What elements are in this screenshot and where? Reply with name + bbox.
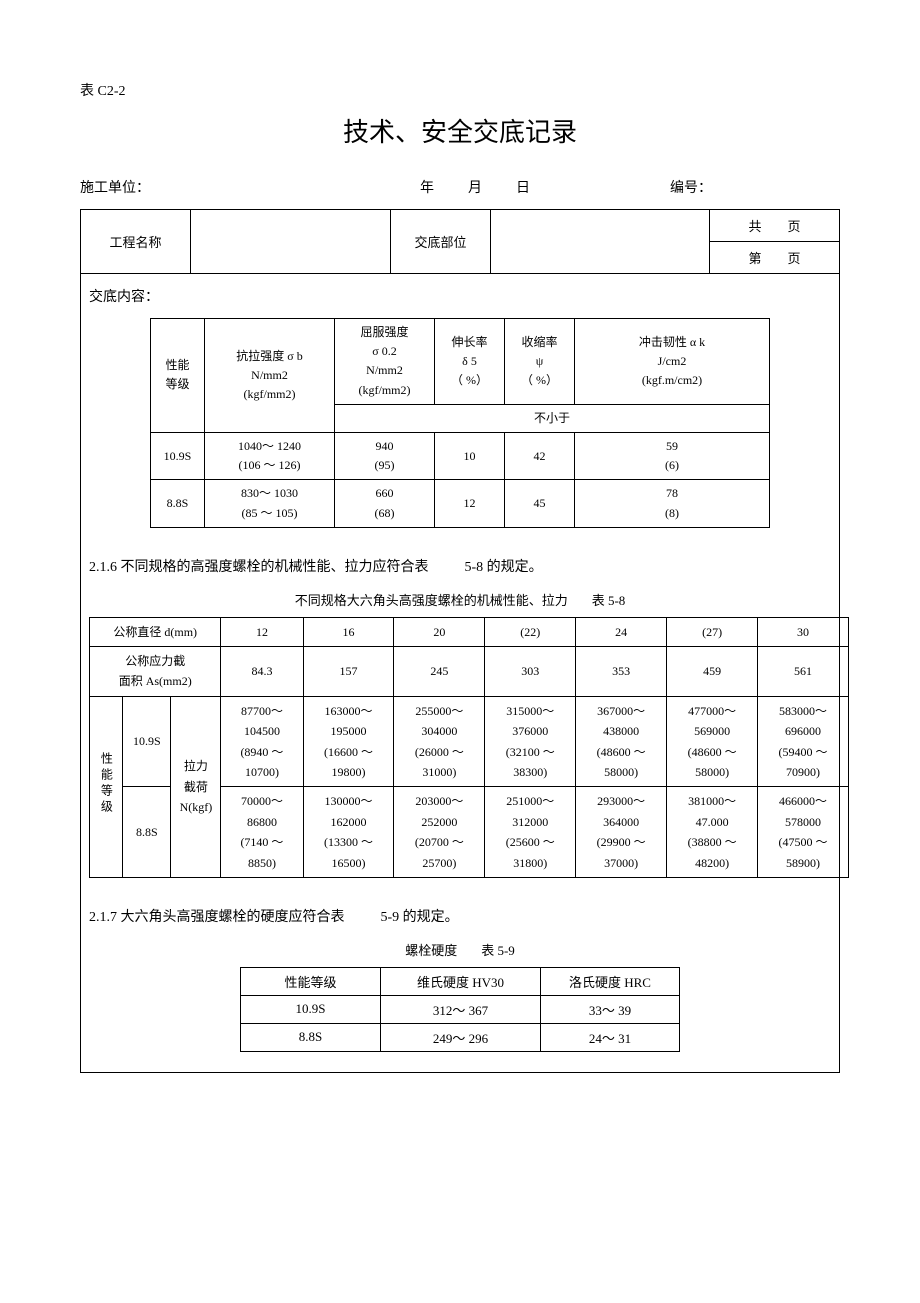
t2-r2-v4: 353: [576, 647, 667, 697]
header-table: 工程名称 交底部位 共 页 第 页: [80, 209, 840, 274]
t2-row0-v6: 583000～696000(59400 ～70900): [758, 696, 849, 787]
table-5-9: 性能等级 维氏硬度 HV30 洛氏硬度 HRC 10.9S 312～ 367 3…: [240, 967, 680, 1052]
t2-r1-label: 公称直径 d(mm): [90, 617, 221, 646]
t2-row1-v3: 251000～312000(25600 ～31800): [485, 787, 576, 878]
t2-row0-g: 10.9S: [123, 696, 171, 787]
para-216: 2.1.6 不同规格的高强度螺栓的机械性能、拉力应符合表5-8 的规定。: [89, 556, 831, 576]
t3-r1-2: 24～ 31: [541, 1023, 680, 1051]
t1-col-shrink: 收缩率ψ（ %）: [505, 319, 575, 405]
t2-row0-v4: 367000～438000(48600 ～58000): [576, 696, 667, 787]
t2-row0-v1: 163000～195000(16600 ～19800): [303, 696, 394, 787]
t2-r1-v2: 20: [394, 617, 485, 646]
t2-row1-v2: 203000～252000(20700 ～25700): [394, 787, 485, 878]
t2-r2-v6: 561: [758, 647, 849, 697]
t2-side-load: 拉力截荷N(kgf): [171, 696, 221, 877]
table-5-8: 公称直径 d(mm) 12 16 20 (22) 24 (27) 30 公称应力…: [89, 617, 849, 878]
t1-r1-grade: 8.8S: [151, 480, 205, 527]
serial-field: 编号：: [670, 177, 840, 197]
project-name-value: [191, 210, 391, 274]
t1-r1-yield: 660(68): [335, 480, 435, 527]
t1-col-tensile: 抗拉强度 σ bN/mm2(kgf/mm2): [205, 319, 335, 433]
t1-r0-shrink: 42: [505, 432, 575, 479]
t2-r2-v5: 459: [667, 647, 758, 697]
t1-col-yield: 屈服强度σ 0.2N/mm2(kgf/mm2): [335, 319, 435, 405]
t3-r0-1: 312～ 367: [381, 995, 541, 1023]
t1-r0-tensile: 1040～ 1240(106 ～ 126): [205, 432, 335, 479]
t2-r1-v0: 12: [221, 617, 303, 646]
project-name-label: 工程名称: [81, 210, 191, 274]
t1-col-elong: 伸长率δ 5（ %）: [435, 319, 505, 405]
t2-row1-v5: 381000～47.000(38800 ～48200): [667, 787, 758, 878]
info-row: 施工单位： 年 月 日 编号：: [80, 177, 840, 197]
t1-subhead: 不小于: [335, 404, 770, 432]
t2-row1-v4: 293000～364000(29900 ～37000): [576, 787, 667, 878]
para-217: 2.1.7 大六角头高强度螺栓的硬度应符合表5-9 的规定。: [89, 906, 831, 926]
t1-r1-shrink: 45: [505, 480, 575, 527]
t2-r2-v2: 245: [394, 647, 485, 697]
t1-r0-yield: 940(95): [335, 432, 435, 479]
t3-h1: 维氏硬度 HV30: [381, 967, 541, 995]
t2-row1-v6: 466000～578000(47500 ～58900): [758, 787, 849, 878]
t2-row1-v1: 130000～162000(13300 ～16500): [303, 787, 394, 878]
t2-r1-v3: (22): [485, 617, 576, 646]
t2-r1-v6: 30: [758, 617, 849, 646]
date-field: 年 月 日: [420, 177, 670, 197]
section-label: 交底部位: [391, 210, 491, 274]
t2-r1-v5: (27): [667, 617, 758, 646]
t1-r0-grade: 10.9S: [151, 432, 205, 479]
t3-r1-0: 8.8S: [241, 1023, 381, 1051]
pages-current: 第 页: [710, 242, 840, 274]
t3-r1-1: 249～ 296: [381, 1023, 541, 1051]
t3-h2: 洛氏硬度 HRC: [541, 967, 680, 995]
t2-side-grade: 性能等级: [96, 752, 116, 816]
table-5-7: 性能等级 抗拉强度 σ bN/mm2(kgf/mm2) 屈服强度σ 0.2N/m…: [150, 318, 770, 528]
construction-unit: 施工单位：: [80, 177, 420, 197]
t1-r0-elong: 10: [435, 432, 505, 479]
t1-r1-elong: 12: [435, 480, 505, 527]
t1-r0-impact: 59(6): [575, 432, 770, 479]
section-value: [491, 210, 710, 274]
t2-r2-v1: 157: [303, 647, 394, 697]
t2-row0-v0: 87700～104500(8940 ～10700): [221, 696, 303, 787]
content-label: 交底内容：: [89, 286, 831, 306]
pages-total: 共 页: [710, 210, 840, 242]
t2-row0-v3: 315000～376000(32100 ～38300): [485, 696, 576, 787]
t2-r2-label: 公称应力截面积 As(mm2): [90, 647, 221, 697]
t2-row1-v0: 70000～86800(7140 ～8850): [221, 787, 303, 878]
subtitle-59: 螺栓硬度表 5-9: [89, 940, 831, 959]
t1-r1-impact: 78(8): [575, 480, 770, 527]
t2-r1-v4: 24: [576, 617, 667, 646]
t2-row0-v5: 477000～569000(48600 ～58000): [667, 696, 758, 787]
t3-r0-0: 10.9S: [241, 995, 381, 1023]
t2-r2-v0: 84.3: [221, 647, 303, 697]
t1-r1-tensile: 830～ 1030(85 ～ 105): [205, 480, 335, 527]
content-area: 交底内容： 性能等级 抗拉强度 σ bN/mm2(kgf/mm2) 屈服强度σ …: [80, 274, 840, 1073]
subtitle-58: 不同规格大六角头高强度螺栓的机械性能、拉力表 5-8: [89, 590, 831, 609]
t1-col-grade: 性能等级: [151, 319, 205, 433]
t2-row1-g: 8.8S: [123, 787, 171, 878]
t3-r0-2: 33～ 39: [541, 995, 680, 1023]
t2-r2-v3: 303: [485, 647, 576, 697]
page-title: 技术、安全交底记录: [80, 112, 840, 149]
t2-row0-v2: 255000～304000(26000 ～31000): [394, 696, 485, 787]
table-label: 表 C2-2: [80, 80, 840, 100]
t2-r1-v1: 16: [303, 617, 394, 646]
t1-col-impact: 冲击韧性 α kJ/cm2(kgf.m/cm2): [575, 319, 770, 405]
t3-h0: 性能等级: [241, 967, 381, 995]
